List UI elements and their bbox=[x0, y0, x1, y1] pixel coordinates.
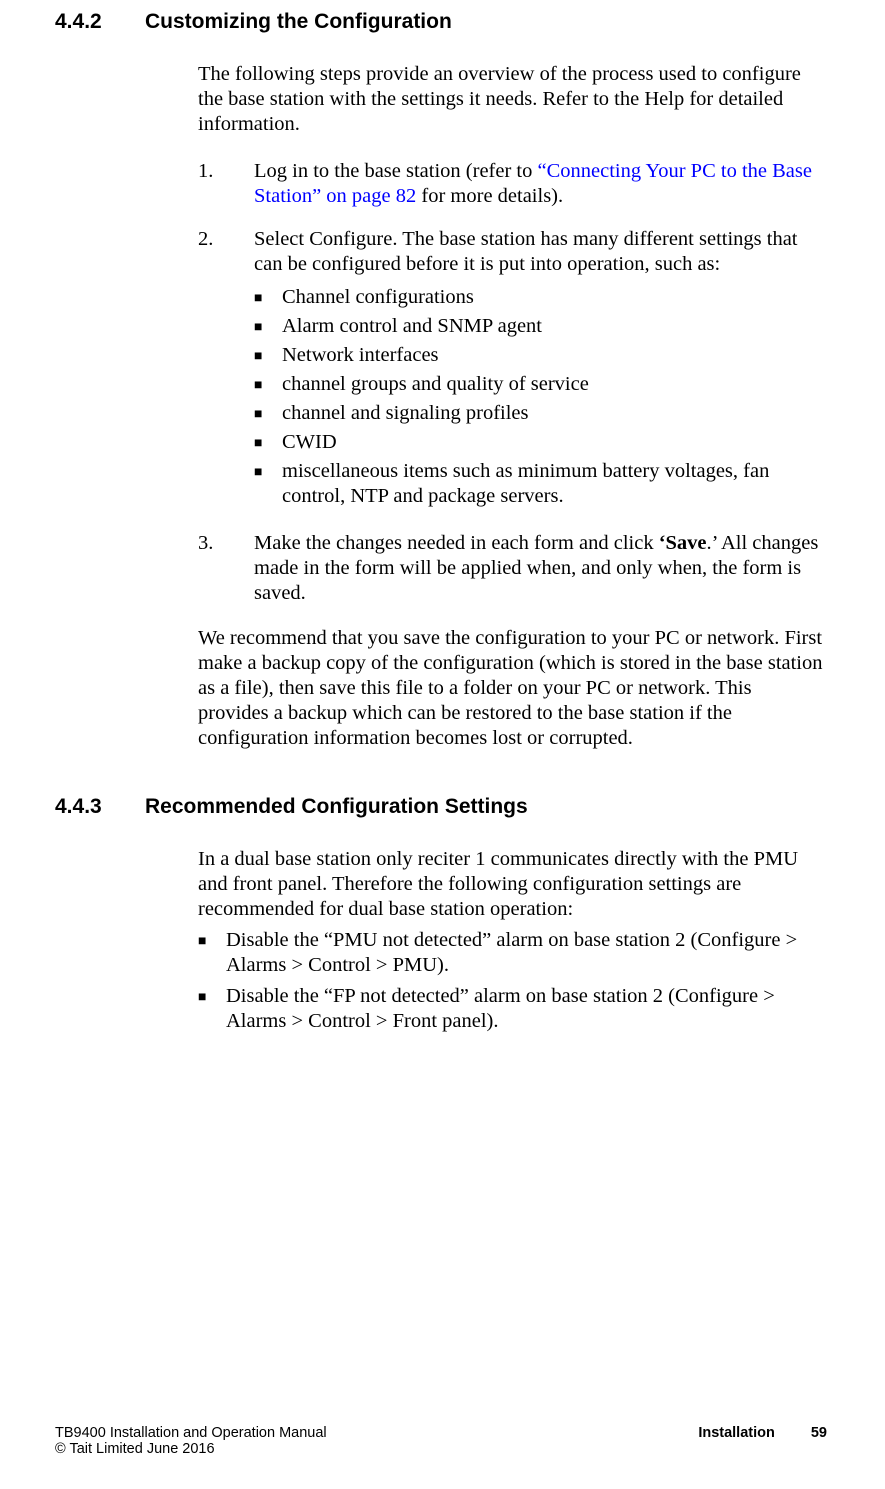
bullet-item: ■Network interfaces bbox=[254, 343, 827, 368]
bullet-icon: ■ bbox=[254, 459, 282, 509]
copyright: © Tait Limited June 2016 bbox=[55, 1441, 327, 1457]
step-number: 3. bbox=[198, 531, 254, 606]
bullet-icon: ■ bbox=[254, 285, 282, 310]
bullet-text: Alarm control and SNMP agent bbox=[282, 314, 827, 339]
manual-title: TB9400 Installation and Operation Manual bbox=[55, 1425, 327, 1441]
bullet-text: Channel configurations bbox=[282, 285, 827, 310]
bullet-item: ■miscellaneous items such as minimum bat… bbox=[254, 459, 827, 509]
recommended-bullet-list: ■Disable the “PMU not detected” alarm on… bbox=[198, 928, 827, 1034]
page-number: 59 bbox=[811, 1425, 827, 1441]
page-footer: TB9400 Installation and Operation Manual… bbox=[55, 1425, 827, 1457]
bullet-icon: ■ bbox=[254, 430, 282, 455]
chapter-label: Installation bbox=[698, 1425, 775, 1441]
bullet-item: ■Disable the “PMU not detected” alarm on… bbox=[198, 928, 827, 978]
step1-text-post: for more details). bbox=[416, 185, 563, 207]
bullet-text: channel groups and quality of service bbox=[282, 372, 827, 397]
section-443-body: In a dual base station only reciter 1 co… bbox=[198, 847, 827, 1034]
step1-text-pre: Log in to the base station (refer to bbox=[254, 160, 538, 182]
bullet-icon: ■ bbox=[198, 928, 226, 978]
section-title: Customizing the Configuration bbox=[145, 10, 452, 33]
intro-paragraph: The following steps provide an overview … bbox=[198, 62, 827, 137]
bullet-item: ■Disable the “FP not detected” alarm on … bbox=[198, 984, 827, 1034]
bullet-item: ■Channel configurations bbox=[254, 285, 827, 310]
step-number: 1. bbox=[198, 159, 254, 209]
section-number: 4.4.3 bbox=[55, 795, 145, 819]
bullet-icon: ■ bbox=[198, 984, 226, 1034]
bullet-item: ■CWID bbox=[254, 430, 827, 455]
step2-text: Select Configure. The base station has m… bbox=[254, 228, 798, 275]
config-bullet-list: ■Channel configurations ■Alarm control a… bbox=[254, 285, 827, 509]
bullet-text: CWID bbox=[282, 430, 827, 455]
intro-paragraph: In a dual base station only reciter 1 co… bbox=[198, 847, 827, 922]
bullet-item: ■Alarm control and SNMP agent bbox=[254, 314, 827, 339]
section-heading-442: 4.4.2Customizing the Configuration bbox=[55, 10, 827, 34]
bullet-item: ■channel groups and quality of service bbox=[254, 372, 827, 397]
bullet-text: Disable the “PMU not detected” alarm on … bbox=[226, 928, 827, 978]
step-2: 2. Select Configure. The base station ha… bbox=[198, 227, 827, 513]
footer-left: TB9400 Installation and Operation Manual… bbox=[55, 1425, 327, 1457]
step-3: 3. Make the changes needed in each form … bbox=[198, 531, 827, 606]
step-body: Make the changes needed in each form and… bbox=[254, 531, 827, 606]
step-body: Select Configure. The base station has m… bbox=[254, 227, 827, 513]
step3-save-label: ‘Save bbox=[659, 532, 707, 554]
bullet-icon: ■ bbox=[254, 401, 282, 426]
bullet-text: Disable the “FP not detected” alarm on b… bbox=[226, 984, 827, 1034]
bullet-icon: ■ bbox=[254, 343, 282, 368]
closing-paragraph: We recommend that you save the configura… bbox=[198, 626, 827, 751]
step-1: 1. Log in to the base station (refer to … bbox=[198, 159, 827, 209]
section-title: Recommended Configuration Settings bbox=[145, 795, 528, 818]
bullet-icon: ■ bbox=[254, 372, 282, 397]
step3-text-pre: Make the changes needed in each form and… bbox=[254, 532, 659, 554]
bullet-text: miscellaneous items such as minimum batt… bbox=[282, 459, 827, 509]
step-body: Log in to the base station (refer to “Co… bbox=[254, 159, 827, 209]
section-heading-443: 4.4.3Recommended Configuration Settings bbox=[55, 795, 827, 819]
bullet-text: Network interfaces bbox=[282, 343, 827, 368]
bullet-item: ■channel and signaling profiles bbox=[254, 401, 827, 426]
step-number: 2. bbox=[198, 227, 254, 513]
section-number: 4.4.2 bbox=[55, 10, 145, 34]
bullet-text: channel and signaling profiles bbox=[282, 401, 827, 426]
footer-right: Installation 59 bbox=[698, 1425, 827, 1441]
bullet-icon: ■ bbox=[254, 314, 282, 339]
section-442-body: The following steps provide an overview … bbox=[198, 62, 827, 751]
